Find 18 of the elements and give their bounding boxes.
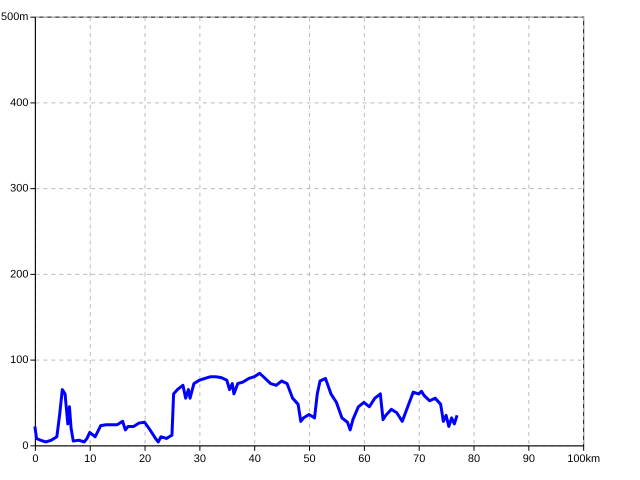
y-tick-label: 500m <box>1 11 28 24</box>
x-tick-label: 40 <box>248 452 261 465</box>
y-tick-label: 300 <box>10 182 28 195</box>
x-tick-label: 0 <box>32 452 38 465</box>
x-tick-label: 80 <box>468 452 480 465</box>
x-tick-label: 60 <box>358 452 370 465</box>
x-tick-label: 50 <box>303 452 316 465</box>
y-tick-label: 200 <box>10 268 28 280</box>
line-series <box>33 372 459 444</box>
x-tick-label: 100km <box>567 452 600 465</box>
y-tick-label: 100 <box>10 354 28 366</box>
x-tick-label: 70 <box>413 452 426 465</box>
x-tick-label: 90 <box>522 452 535 465</box>
y-tick-label: 0 <box>22 440 28 452</box>
x-tick-label: 10 <box>84 452 96 465</box>
x-tick-label: 30 <box>194 452 206 465</box>
y-tick-label: 400 <box>10 96 28 109</box>
x-tick-label: 20 <box>138 452 152 465</box>
